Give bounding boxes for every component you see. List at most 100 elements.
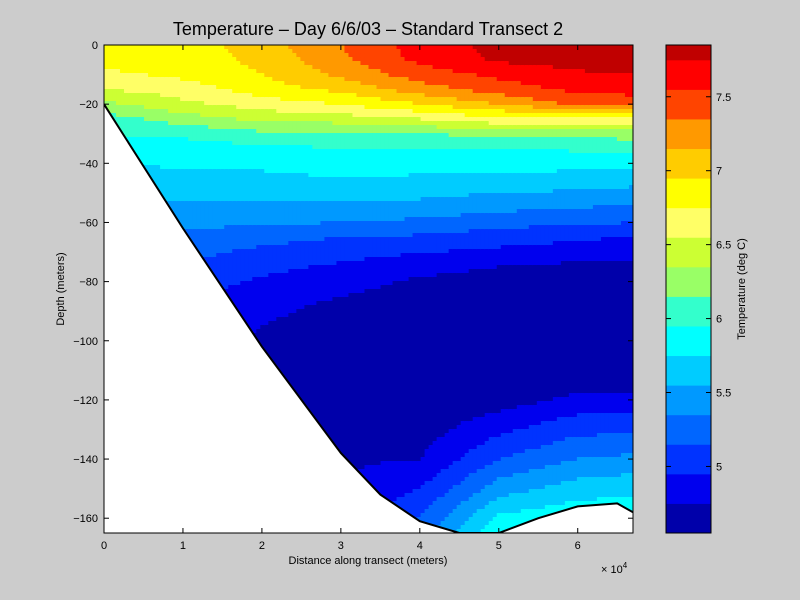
contour-cell [228,209,233,214]
contour-cell [264,257,269,262]
contour-cell [224,101,229,106]
contour-cell [244,165,249,170]
contour-cell [256,85,261,90]
contour-cell [216,109,221,114]
contour-cell [160,81,165,86]
contour-cell [128,73,133,78]
contour-cell [252,325,257,330]
contour-cell [192,201,197,206]
contour-cell [264,49,269,54]
contour-cell [108,105,113,110]
contour-cell [224,77,229,82]
contour-cell [176,97,181,102]
contour-cell [240,157,245,162]
contour-cell [200,129,205,134]
contour-cell [188,125,193,130]
contour-cell [172,85,177,90]
contour-cell [168,101,173,106]
contour-cell [244,89,249,94]
contour-cell [252,209,257,214]
contour-cell [232,209,237,214]
contour-cell [256,181,261,186]
contour-cell [180,121,185,126]
contour-cell [224,281,229,286]
contour-cell [264,337,269,342]
contour-cell [140,61,145,66]
contour-cell [212,157,217,162]
contour-cell [256,105,261,110]
contour-cell [260,177,265,182]
contour-cell [264,65,269,70]
contour-cell [216,153,221,158]
contour-cell [196,81,201,86]
contour-cell [124,77,129,82]
contour-cell [208,73,213,78]
contour-cell [240,69,245,74]
contour-cell [216,69,221,74]
contour-cell [264,289,269,294]
contour-cell [220,77,225,82]
contour-cell [164,161,169,166]
contour-cell [168,169,173,174]
contour-cell [244,129,249,134]
contour-cell [244,69,249,74]
contour-cell [212,117,217,122]
contour-cell [224,201,229,206]
contour-cell [236,141,241,146]
contour-cell [188,133,193,138]
contour-cell [156,181,161,186]
contour-cell [172,177,177,182]
contour-cell [164,45,169,50]
contour-cell [172,105,177,110]
contour-cell [160,145,165,150]
contour-cell [184,81,189,86]
contour-cell [128,105,133,110]
contour-cell [228,181,233,186]
contour-cell [112,85,117,90]
contour-cell [216,233,221,238]
contour-cell [192,153,197,158]
contour-cell [240,161,245,166]
contour-cell [260,281,265,286]
contour-cell [260,65,265,70]
contour-cell [156,61,161,66]
contour-cell [124,105,129,110]
contour-cell [196,109,201,114]
contour-cell [196,173,201,178]
contour-cell [232,181,237,186]
contour-cell [196,113,201,118]
contour-cell [264,73,269,78]
contour-cell [188,209,193,214]
contour-cell [112,69,117,74]
contour-cell [172,117,177,122]
contour-cell [172,81,177,86]
contour-cell [228,237,233,242]
contour-cell [224,233,229,238]
contour-cell [208,209,213,214]
contour-cell [176,169,181,174]
contour-cell [260,325,265,330]
contour-cell [184,45,189,50]
contour-cell [264,273,269,278]
contour-cell [108,101,113,106]
contour-cell [168,45,173,50]
contour-cell [232,49,237,54]
contour-cell [256,321,261,326]
contour-cell [256,317,261,322]
contour-cell [248,297,253,302]
contour-cell [192,129,197,134]
contour-cell [132,69,137,74]
contour-cell [260,121,265,126]
contour-cell [196,213,201,218]
contour-cell [260,105,265,110]
contour-cell [136,81,141,86]
contour-cell [188,189,193,194]
contour-cell [168,141,173,146]
contour-cell [212,109,217,114]
contour-cell [108,49,113,54]
contour-cell [136,85,141,90]
contour-cell [236,117,241,122]
contour-cell [200,125,205,130]
contour-cell [204,85,209,90]
contour-cell [144,113,149,118]
